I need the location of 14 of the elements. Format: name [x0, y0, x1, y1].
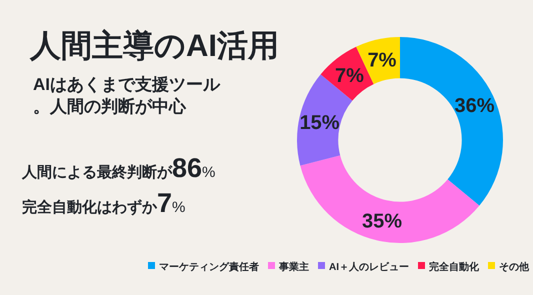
- data-label: 15%: [300, 112, 340, 134]
- legend-label: AI＋人のレビュー: [329, 261, 409, 273]
- legend-label: 完全自動化: [429, 261, 480, 273]
- data-label: 7%: [335, 64, 364, 87]
- text: 完全自動化はわずか7%: [22, 188, 186, 218]
- text: AIはあくまで支援ツール。人間の判断が中心: [33, 75, 221, 116]
- data-label: 36%: [454, 94, 495, 117]
- data-label: 7%: [368, 50, 397, 72]
- legend-label: その他: [499, 261, 530, 273]
- data-label: 35%: [362, 210, 402, 232]
- text: 人間による最終判断が86%: [21, 153, 216, 183]
- legend-label: マーケティング責任者: [159, 261, 259, 273]
- chart-title: 人間主導のAI活用: [29, 28, 279, 63]
- legend-label: 事業主: [278, 261, 309, 273]
